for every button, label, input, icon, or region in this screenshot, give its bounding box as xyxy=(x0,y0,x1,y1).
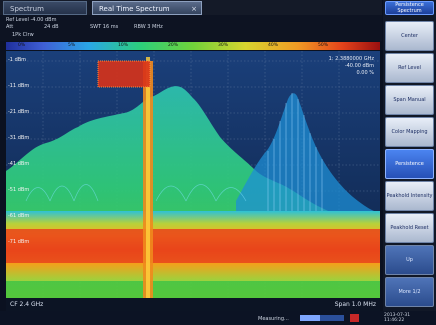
softkey-color-mapping[interactable]: Color Mapping xyxy=(385,117,434,147)
colorbar-label-6: 50% xyxy=(318,43,329,48)
softkey-label: Peakhold Intensity xyxy=(386,193,433,199)
clock: 2013-07-31 11:46:22 xyxy=(384,313,410,323)
y-tick-0: -1 dBm xyxy=(8,57,27,63)
softkey-label: Peakhold Reset xyxy=(390,225,429,231)
softkey-up[interactable]: Up xyxy=(385,245,434,275)
colorbar-label-4: 30% xyxy=(218,43,229,48)
softkey-label: Ref Level xyxy=(398,65,421,71)
tab-bar: Spectrum Real Time Spectrum × xyxy=(0,0,382,15)
softkey-ref-level[interactable]: Ref Level xyxy=(385,53,434,83)
softkey-peakhold-intensity[interactable]: Peakhold Intensity xyxy=(385,181,434,211)
softkey-span-manual[interactable]: Span Manual xyxy=(385,85,434,115)
color-bar: 0% 5% 10% 20% 30% 40% 50% xyxy=(6,42,380,50)
softkey-panel: Persistence Spectrum Center Ref Level Sp… xyxy=(383,0,436,311)
ripple-arcs xyxy=(25,184,247,202)
persistence-plot[interactable]: -1 dBm -11 dBm -21 dBm -31 dBm -41 dBm -… xyxy=(6,51,380,298)
att-label: Att xyxy=(6,24,14,30)
softkey-persistence-spectrum[interactable]: Persistence Spectrum xyxy=(385,1,434,15)
tab-spectrum-label: Spectrum xyxy=(10,5,44,13)
marker-readout: 1: 2.3880000 GHz -40.00 dBm 0.00 % xyxy=(329,56,374,77)
softkey-peakhold-reset[interactable]: Peakhold Reset xyxy=(385,213,434,243)
center-frequency: CF 2.4 GHz xyxy=(10,301,44,308)
swt-label: SWT 16 ms xyxy=(90,24,119,30)
frequency-footer: CF 2.4 GHz Span 1.0 MHz xyxy=(6,298,380,311)
y-tick-4: -41 dBm xyxy=(8,161,30,167)
softkey-label: Color Mapping xyxy=(391,129,428,135)
carrier-top-outline xyxy=(97,60,151,88)
softkey-center[interactable]: Center xyxy=(385,21,434,51)
colorbar-label-0: 0% xyxy=(18,43,26,48)
progress-fill xyxy=(300,315,320,321)
att-value: 24 dB xyxy=(44,24,59,30)
date: 2013-07-31 xyxy=(384,313,411,318)
carrier-top xyxy=(98,61,150,87)
tab-real-time-spectrum[interactable]: Real Time Spectrum × xyxy=(92,1,202,15)
tab-real-time-spectrum-label: Real Time Spectrum xyxy=(99,5,170,13)
softkey-label: Center xyxy=(401,33,418,39)
secondary-signal xyxy=(236,93,380,241)
trace-label: 1Pk Clrw xyxy=(12,32,34,38)
colorbar-label-3: 20% xyxy=(168,43,179,48)
colorbar-label-2: 10% xyxy=(118,43,129,48)
span-value: Span 1.0 MHz xyxy=(334,301,376,308)
close-icon[interactable]: × xyxy=(191,5,197,13)
colorbar-label-5: 40% xyxy=(268,43,279,48)
measurement-info: Ref Level -4.00 dBm Att 24 dB SWT 16 ms … xyxy=(0,15,382,41)
marker-level: -40.00 dBm xyxy=(344,63,374,69)
y-tick-5: -51 dBm xyxy=(8,187,30,193)
secondary-signal-trace xyxy=(267,93,323,221)
marker-frequency: 1: 2.3880000 GHz xyxy=(328,56,374,62)
marker-percent: 0.00 % xyxy=(356,70,374,76)
y-tick-2: -21 dBm xyxy=(8,109,30,115)
softkey-persistence[interactable]: Persistence xyxy=(385,149,434,179)
softkey-label: More 1/2 xyxy=(398,289,421,295)
softkey-label: Up xyxy=(406,257,413,263)
softkey-label: Persistence xyxy=(395,161,424,167)
softkey-more[interactable]: More 1/2 xyxy=(385,277,434,307)
softkey-label: Persistence Spectrum xyxy=(395,2,424,14)
noise-floor-core xyxy=(6,229,380,263)
ref-level-label: Ref Level -4.00 dBm xyxy=(6,17,57,23)
carrier-core xyxy=(146,57,150,298)
measuring-status: Measuring... xyxy=(258,316,289,322)
y-tick-3: -31 dBm xyxy=(8,135,30,141)
colorbar-label-1: 5% xyxy=(68,43,76,48)
spectrum-graphic xyxy=(6,51,380,298)
y-tick-6: -61 dBm xyxy=(8,213,30,219)
progress-bar xyxy=(300,315,344,321)
tab-spectrum[interactable]: Spectrum xyxy=(3,1,87,15)
rbw-label: RBW 3 MHz xyxy=(134,24,163,30)
time: 11:46:22 xyxy=(384,318,405,323)
y-tick-7: -71 dBm xyxy=(8,239,30,245)
stop-button[interactable] xyxy=(350,314,359,322)
softkey-label: Span Manual xyxy=(393,97,426,103)
status-bar: Measuring... 2013-07-31 11:46:22 xyxy=(0,311,436,325)
y-tick-1: -11 dBm xyxy=(8,83,30,89)
